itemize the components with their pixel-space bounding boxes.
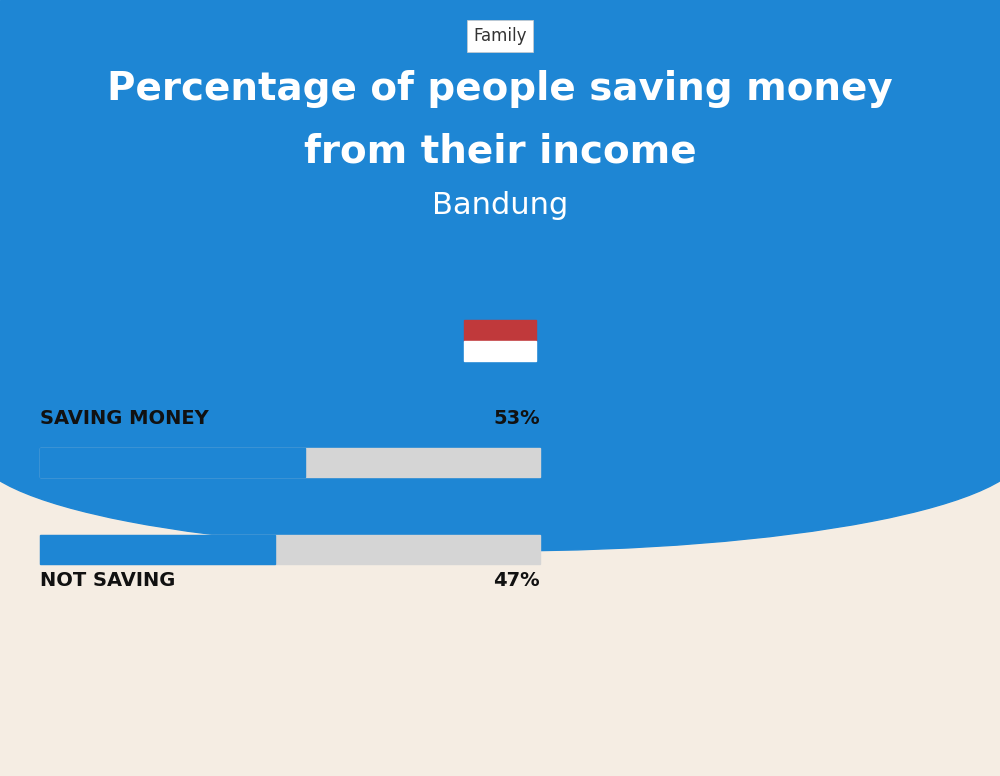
Text: 47%: 47% [493, 571, 540, 590]
Text: Family: Family [473, 27, 527, 45]
Text: NOT SAVING: NOT SAVING [40, 571, 175, 590]
Bar [40, 535, 275, 564]
Text: Bandung: Bandung [432, 191, 568, 220]
Bar [40, 448, 305, 477]
Bar [464, 320, 536, 341]
Bar [40, 535, 540, 564]
Text: Percentage of people saving money: Percentage of people saving money [107, 71, 893, 108]
Text: 53%: 53% [493, 410, 540, 428]
Bar [40, 448, 540, 477]
Text: SAVING MONEY: SAVING MONEY [40, 410, 209, 428]
Bar [464, 341, 536, 361]
Bar [0, 0, 1000, 450]
Text: from their income: from their income [304, 133, 696, 170]
Ellipse shape [0, 349, 1000, 551]
